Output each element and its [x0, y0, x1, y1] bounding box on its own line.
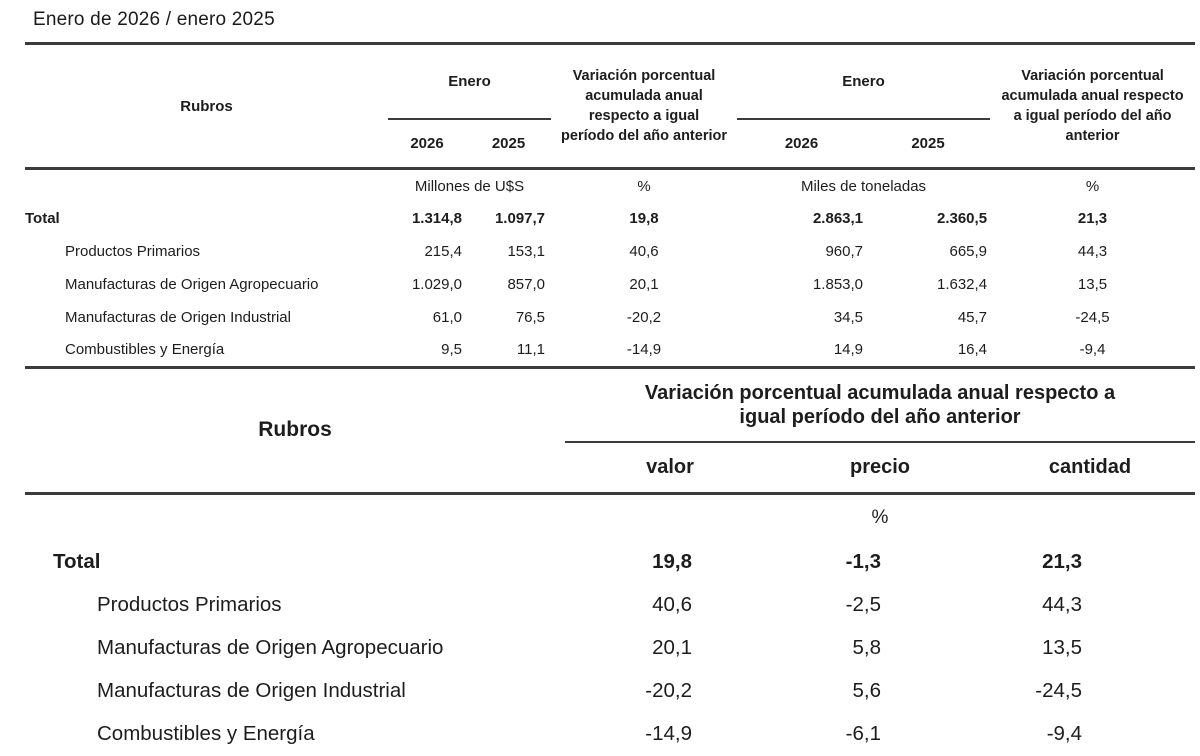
value-cell: 21,3: [1042, 550, 1083, 573]
value-cell: 1.632,4: [936, 276, 988, 293]
rubro-label: Manufacturas de Origen Industrial: [65, 309, 291, 326]
value-cell: 1.097,7: [494, 210, 546, 227]
value-cell: 857,0: [507, 276, 546, 293]
t1-header-variacion-tons: Variación porcentual acumulada anual res…: [990, 43, 1196, 170]
rubro-label: Total: [25, 210, 60, 227]
value-cell: 44,3: [1042, 593, 1083, 616]
t2-row-total: Total 19,8 -1,3 21,3: [25, 541, 1195, 584]
t1-row-productos-primarios: Productos Primarios 215,4 153,1 40,6 960…: [25, 235, 1195, 268]
value-cell: 665,9: [949, 243, 988, 260]
t2-header-variacion-line1: Variación porcentual acumulada anual res…: [644, 381, 1116, 404]
t2-row-productos-primarios: Productos Primarios 40,6 -2,5 44,3: [25, 584, 1195, 627]
t1-units-row: Millones de U$S % Miles de toneladas %: [25, 169, 1195, 203]
value-cell: 40,6: [652, 593, 692, 616]
t1-header-enero-tons: Enero: [737, 43, 991, 120]
value-cell: -2,5: [845, 593, 881, 616]
value-cell: -20,2: [645, 679, 692, 702]
t2-row-manufacturas-industrial: Manufacturas de Origen Industrial -20,2 …: [25, 670, 1195, 713]
value-cell: 960,7: [825, 243, 864, 260]
t1-header-year-2026-tons: 2026: [737, 119, 867, 170]
page-title: Enero de 2026 / enero 2025: [33, 9, 275, 30]
value-cell: -24,5: [1075, 309, 1110, 326]
rubro-label: Productos Primarios: [97, 593, 282, 616]
rubro-label: Manufacturas de Origen Agropecuario: [65, 276, 319, 293]
t1-row-manufacturas-agropecuario: Manufacturas de Origen Agropecuario 1.02…: [25, 268, 1195, 301]
t1-row-total: Total 1.314,8 1.097,7 19,8 2.863,1 2.360…: [25, 202, 1195, 235]
value-cell: 14,9: [833, 341, 864, 359]
value-cell: 19,8: [629, 210, 659, 227]
t2-header-precio: precio: [775, 441, 985, 495]
value-cell: 16,4: [957, 341, 988, 359]
value-cell: 76,5: [515, 309, 546, 326]
value-cell: 2.360,5: [936, 210, 988, 227]
t1-units-pct-tons: %: [1085, 177, 1100, 195]
rubro-label: Combustibles y Energía: [65, 341, 225, 359]
value-cell: 5,8: [852, 636, 882, 659]
value-cell: 1.314,8: [411, 210, 462, 227]
t1-header-year-2025-tons: 2025: [866, 119, 991, 170]
value-cell: 2.863,1: [812, 210, 864, 227]
t2-header-variacion-line2: igual período del año anterior: [739, 405, 1021, 428]
value-cell: 1.853,0: [812, 276, 864, 293]
value-cell: -14,9: [626, 341, 662, 359]
value-cell: 11,1: [516, 341, 546, 359]
rubro-label: Combustibles y Energía: [97, 722, 315, 745]
value-cell: 153,1: [507, 243, 546, 260]
value-cell: -6,1: [845, 722, 881, 745]
t2-units-row: %: [25, 493, 1195, 541]
t1-row-manufacturas-industrial: Manufacturas de Origen Industrial 61,0 7…: [25, 301, 1195, 334]
value-cell: -20,2: [626, 309, 662, 326]
t1-header-rubros: Rubros: [25, 43, 388, 170]
t1-row-combustibles-energia: Combustibles y Energía 9,5 11,1 -14,9 14…: [25, 334, 1195, 367]
t1-units-tons: Miles de toneladas: [800, 177, 927, 195]
rubro-label: Manufacturas de Origen Industrial: [97, 679, 406, 702]
t1-units-usd: Millones de U$S: [414, 177, 525, 195]
value-cell: 13,5: [1042, 636, 1083, 659]
value-cell: 9,5: [441, 341, 462, 359]
t2-header-cantidad: cantidad: [985, 441, 1196, 495]
t1-header-variacion-usd: Variación porcentual acumulada anual res…: [551, 43, 738, 170]
rubro-label: Manufacturas de Origen Agropecuario: [97, 636, 444, 659]
t2-header-variacion: Variación porcentual acumulada anual res…: [565, 368, 1196, 443]
value-cell: 1.029,0: [411, 276, 462, 293]
value-cell: -1,3: [845, 550, 881, 573]
variation-valor-precio-cantidad-table: Rubros Variación porcentual acumulada an…: [25, 368, 1196, 756]
t1-units-empty: [25, 169, 388, 203]
t2-units-empty: [25, 493, 565, 541]
value-cell: 44,3: [1077, 243, 1108, 260]
value-cell: 45,7: [957, 309, 988, 326]
t1-units-pct-usd: %: [637, 177, 651, 195]
value-cell: -14,9: [645, 722, 692, 745]
value-cell: 34,5: [833, 309, 864, 326]
value-cell: 5,6: [852, 679, 882, 702]
exports-by-rubro-table: Rubros Enero Variación porcentual acumul…: [25, 42, 1196, 369]
value-cell: 13,5: [1077, 276, 1108, 293]
value-cell: 20,1: [629, 276, 659, 293]
t2-units-pct: %: [871, 506, 889, 528]
rubro-label: Total: [53, 550, 101, 573]
t2-header-valor: valor: [565, 441, 775, 495]
t2-header-rubros: Rubros: [25, 368, 565, 495]
value-cell: 40,6: [629, 243, 659, 260]
value-cell: -24,5: [1035, 679, 1083, 702]
value-cell: 61,0: [432, 309, 462, 326]
value-cell: -9,4: [1079, 341, 1106, 359]
value-cell: 20,1: [652, 636, 692, 659]
value-cell: 215,4: [424, 243, 462, 260]
t1-header-enero-usd: Enero: [388, 43, 552, 120]
value-cell: 21,3: [1077, 210, 1108, 227]
t1-header-year-2025-usd: 2025: [466, 119, 552, 170]
t2-row-combustibles-energia: Combustibles y Energía -14,9 -6,1 -9,4: [25, 713, 1195, 756]
value-cell: -9,4: [1046, 722, 1083, 745]
rubro-label: Productos Primarios: [65, 243, 201, 260]
t1-header-year-2026-usd: 2026: [388, 119, 466, 170]
value-cell: 19,8: [652, 550, 692, 573]
t2-row-manufacturas-agropecuario: Manufacturas de Origen Agropecuario 20,1…: [25, 627, 1195, 670]
